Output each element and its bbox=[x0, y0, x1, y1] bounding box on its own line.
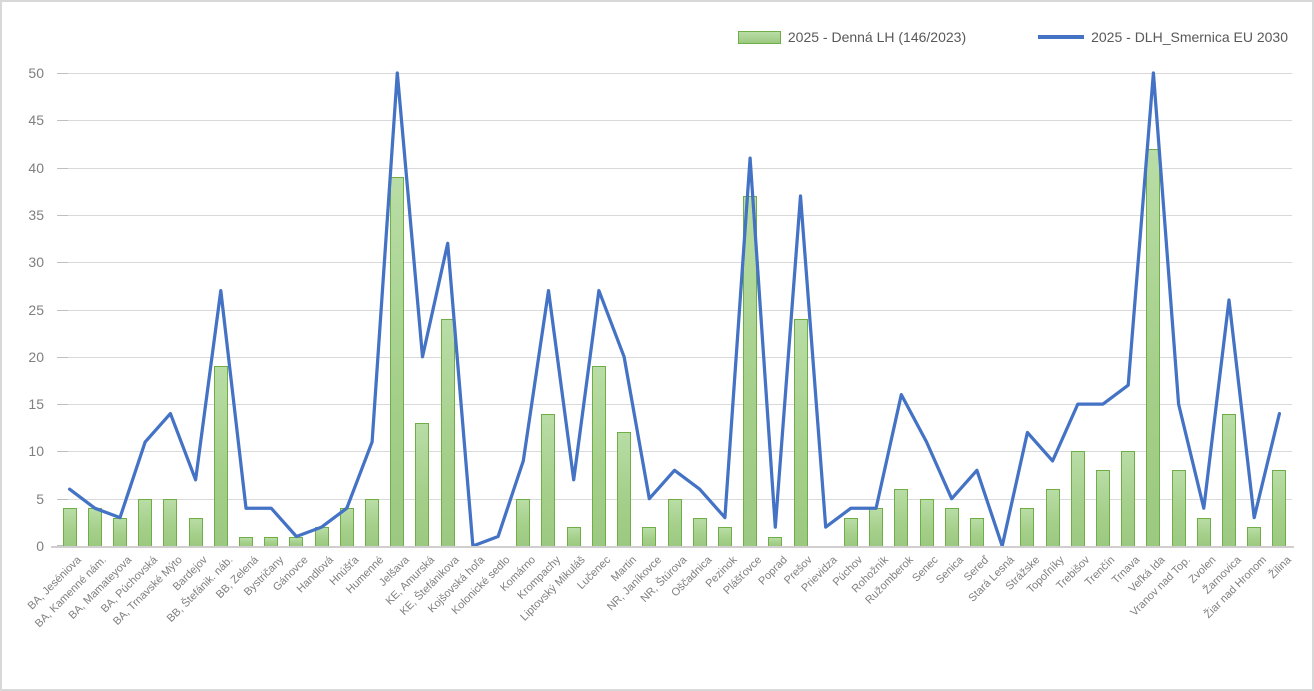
y-axis-tick bbox=[57, 120, 68, 122]
bar bbox=[138, 498, 153, 546]
y-axis-tick-label: 0 bbox=[36, 538, 44, 554]
bar bbox=[617, 432, 632, 546]
y-axis-tick bbox=[57, 498, 68, 500]
legend-bar-swatch-icon bbox=[737, 30, 781, 44]
bar bbox=[415, 423, 430, 546]
y-axis-tick-label: 5 bbox=[36, 490, 44, 507]
bar bbox=[1196, 517, 1211, 546]
bar bbox=[894, 489, 909, 546]
bar bbox=[1221, 413, 1236, 546]
bar bbox=[1247, 527, 1262, 546]
y-axis-tick-label: 10 bbox=[28, 443, 44, 460]
bar bbox=[1121, 451, 1136, 546]
y-axis-tick bbox=[57, 309, 68, 311]
y-axis-tick bbox=[57, 356, 68, 358]
legend-line-label: 2025 - DLH_Smernica EU 2030 bbox=[1091, 29, 1288, 45]
gridline bbox=[57, 120, 1292, 122]
bar bbox=[1272, 470, 1287, 546]
series-line bbox=[67, 71, 1282, 548]
series-line-layer bbox=[67, 71, 1282, 548]
bar bbox=[62, 508, 77, 546]
legend-item-bars: 2025 - Denná LH (146/2023) bbox=[737, 29, 967, 45]
bar bbox=[188, 517, 203, 546]
y-axis-tick bbox=[57, 451, 68, 453]
bar bbox=[390, 177, 405, 546]
bar bbox=[213, 366, 228, 546]
legend: 2025 - Denná LH (146/2023) 2025 - DLH_Sm… bbox=[737, 29, 1288, 45]
bar bbox=[1171, 470, 1186, 546]
bar bbox=[642, 527, 657, 546]
gridline bbox=[57, 451, 1292, 453]
bar bbox=[591, 366, 606, 546]
y-axis-tick bbox=[57, 404, 68, 406]
bar bbox=[365, 498, 380, 546]
legend-bar-label: 2025 - Denná LH (146/2023) bbox=[787, 29, 967, 45]
y-axis-tick bbox=[57, 214, 68, 216]
y-axis-tick-label: 50 bbox=[28, 65, 44, 81]
bar bbox=[440, 318, 455, 546]
bar bbox=[1146, 148, 1161, 546]
bar bbox=[843, 517, 858, 546]
bar bbox=[944, 508, 959, 546]
y-axis-tick bbox=[57, 73, 68, 74]
bar bbox=[1095, 470, 1110, 546]
bar bbox=[768, 536, 783, 546]
gridline bbox=[57, 404, 1292, 406]
y-axis-tick-label: 45 bbox=[28, 112, 44, 129]
gridline bbox=[57, 167, 1292, 169]
bar bbox=[1070, 451, 1085, 546]
y-axis-tick bbox=[57, 545, 68, 546]
bar bbox=[1045, 489, 1060, 546]
bar bbox=[793, 318, 808, 546]
x-axis-line bbox=[51, 546, 1294, 548]
bar bbox=[717, 527, 732, 546]
gridline bbox=[57, 73, 1292, 74]
legend-item-line: 2025 - DLH_Smernica EU 2030 bbox=[1038, 29, 1288, 45]
y-axis-tick bbox=[57, 167, 68, 169]
bar bbox=[264, 536, 279, 546]
y-axis-tick bbox=[57, 262, 68, 264]
gridline bbox=[57, 214, 1292, 216]
x-axis-label: Žilina bbox=[1266, 554, 1294, 582]
gridline bbox=[57, 262, 1292, 264]
y-axis-tick-label: 25 bbox=[28, 301, 44, 318]
y-axis-tick-label: 35 bbox=[28, 206, 44, 223]
y-axis-tick-label: 30 bbox=[28, 254, 44, 271]
bar bbox=[667, 498, 682, 546]
bar bbox=[919, 498, 934, 546]
y-axis-tick-label: 40 bbox=[28, 159, 44, 176]
bar bbox=[969, 517, 984, 546]
bar bbox=[516, 498, 531, 546]
bar bbox=[692, 517, 707, 546]
y-axis-tick-label: 20 bbox=[28, 348, 44, 365]
bar bbox=[239, 536, 254, 546]
x-axis-labels: BA, Jeséniova BA, Kamenné nám. BA, Mamatey… bbox=[26, 554, 1294, 689]
gridline bbox=[57, 356, 1292, 358]
bar bbox=[743, 195, 758, 546]
legend-line-swatch-icon bbox=[1038, 35, 1085, 39]
y-axis-tick-label: 15 bbox=[28, 396, 44, 413]
bar bbox=[566, 527, 581, 546]
gridline bbox=[57, 309, 1292, 311]
x-axis-label: Senica bbox=[933, 554, 967, 587]
plot-area bbox=[57, 71, 1292, 548]
bar bbox=[163, 498, 178, 546]
bar bbox=[1020, 508, 1035, 546]
bar bbox=[541, 413, 556, 546]
